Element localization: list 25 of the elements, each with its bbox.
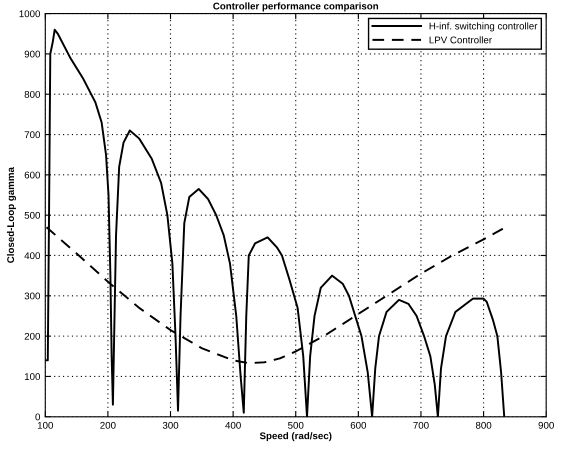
chart-title: Controller performance comparison — [213, 2, 378, 12]
y-tick-label: 100 — [24, 373, 40, 380]
x-tick-label: 600 — [350, 422, 366, 429]
y-tick-label: 700 — [24, 131, 40, 138]
y-tick-label: 500 — [24, 212, 40, 219]
x-tick-label: 200 — [100, 422, 116, 429]
y-tick-label: 800 — [24, 90, 40, 98]
y-axis-title: Closed-Loop gamma — [6, 167, 16, 263]
legend-label: H-inf. switching controller — [430, 22, 538, 32]
y-tick-label: 600 — [24, 172, 40, 178]
x-tick-label: 100 — [38, 422, 54, 429]
x-tick-label: 500 — [288, 422, 304, 429]
x-tick-label: 800 — [476, 422, 492, 429]
text: LPV Controller — [430, 36, 492, 44]
y-tick-label: 400 — [24, 252, 40, 260]
y-tick-label: 1000 — [20, 10, 40, 18]
x-tick-label: 900 — [538, 422, 554, 429]
x-tick-label: 400 — [225, 422, 241, 429]
y-tick-label: 200 — [24, 332, 40, 340]
x-tick-label: 700 — [413, 422, 429, 429]
x-tick-label: 300 — [162, 422, 178, 429]
y-tick-label: 300 — [24, 292, 40, 300]
y-tick-label: 0 — [35, 413, 40, 420]
y-tick-label: 900 — [24, 50, 40, 58]
x-axis-title: Speed (rad/sec) — [260, 432, 332, 442]
